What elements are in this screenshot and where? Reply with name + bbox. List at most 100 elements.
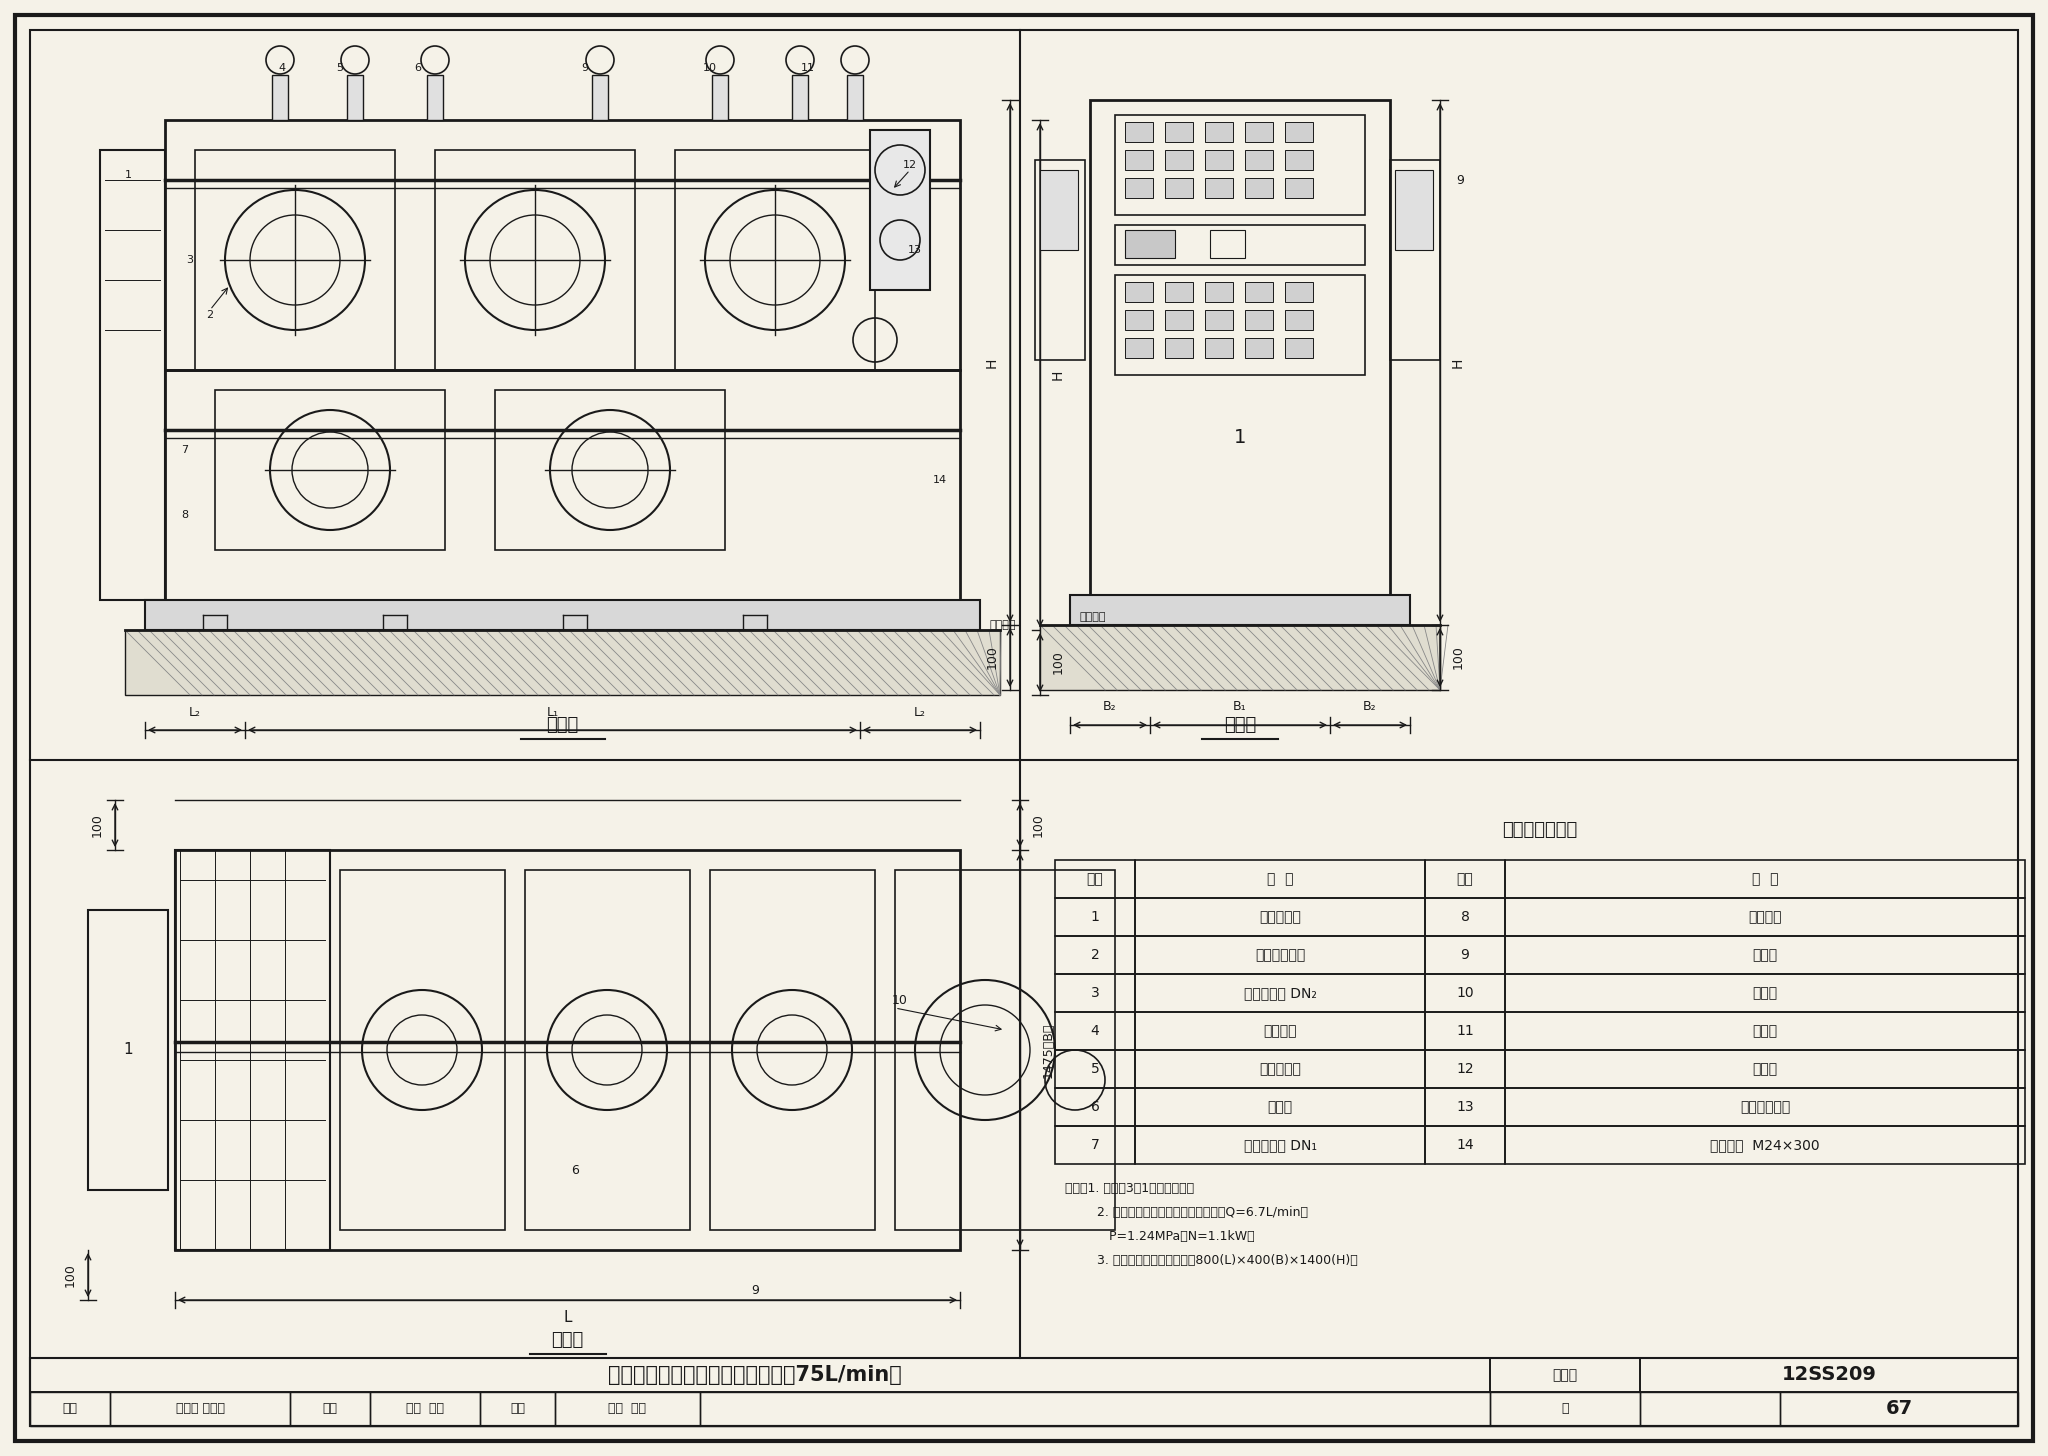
Bar — [524, 871, 690, 1230]
Bar — [1165, 178, 1194, 198]
Bar — [1245, 310, 1274, 331]
Bar — [1090, 100, 1391, 596]
Bar — [870, 130, 930, 290]
Text: 校对: 校对 — [322, 1402, 338, 1415]
Text: 高压泵: 高压泵 — [1268, 1099, 1292, 1114]
Bar — [1114, 226, 1366, 265]
Text: 2. 泵组中配置的稳压泵技术参数为：Q=6.7L/min，: 2. 泵组中配置的稳压泵技术参数为：Q=6.7L/min， — [1065, 1207, 1309, 1220]
Bar — [1640, 1358, 2017, 1392]
Text: 名  称: 名 称 — [1268, 872, 1292, 887]
Bar — [1505, 1125, 2025, 1163]
Bar — [1505, 1012, 2025, 1050]
Text: 水泵控制柜: 水泵控制柜 — [1260, 910, 1300, 925]
Bar — [711, 871, 874, 1230]
Text: 3. 水泵控制柜外形尺寸为：800(L)×400(B)×1400(H)。: 3. 水泵控制柜外形尺寸为：800(L)×400(B)×1400(H)。 — [1065, 1255, 1358, 1268]
Bar — [1505, 1050, 2025, 1088]
Bar — [371, 1392, 479, 1425]
Bar — [1391, 160, 1440, 360]
Text: 地脚螺栓  M24×300: 地脚螺栓 M24×300 — [1710, 1139, 1821, 1152]
Text: 安全泄压阀: 安全泄压阀 — [1260, 1061, 1300, 1076]
Text: 泵组出水管 DN₂: 泵组出水管 DN₂ — [1243, 986, 1317, 1000]
Text: 10: 10 — [1456, 986, 1475, 1000]
Text: L: L — [563, 1310, 571, 1325]
Text: 侧视图: 侧视图 — [1225, 716, 1255, 734]
Bar — [1165, 310, 1194, 331]
Bar — [1425, 898, 1505, 936]
Bar — [1114, 275, 1366, 376]
Text: 100: 100 — [1452, 645, 1464, 670]
Text: 3: 3 — [1092, 986, 1100, 1000]
Text: 平面图: 平面图 — [551, 1331, 584, 1350]
Bar — [1114, 115, 1366, 215]
Bar — [1040, 625, 1440, 690]
Bar — [1284, 282, 1313, 301]
Bar — [1245, 122, 1274, 143]
Bar — [1245, 282, 1274, 301]
Bar — [1204, 150, 1233, 170]
Bar — [1135, 898, 1425, 936]
Bar — [1135, 1050, 1425, 1088]
Bar — [1245, 178, 1274, 198]
Bar — [1505, 974, 2025, 1012]
Bar — [1055, 898, 1135, 936]
Bar — [592, 76, 608, 119]
Text: 名  称: 名 称 — [1751, 872, 1778, 887]
Bar — [1505, 1088, 2025, 1125]
Bar — [1284, 310, 1313, 331]
Text: 前视图: 前视图 — [547, 716, 580, 734]
Text: 100: 100 — [1032, 812, 1044, 837]
Text: 2: 2 — [207, 310, 213, 320]
Text: 出水管控制阀: 出水管控制阀 — [1741, 1099, 1790, 1114]
Bar — [1204, 338, 1233, 358]
Bar — [1425, 936, 1505, 974]
Text: 1: 1 — [123, 1042, 133, 1057]
Bar — [555, 1392, 700, 1425]
Bar — [1135, 936, 1425, 974]
Text: 67: 67 — [1886, 1399, 1913, 1418]
Bar — [1165, 338, 1194, 358]
Text: 10: 10 — [893, 993, 907, 1006]
Bar — [1165, 122, 1194, 143]
Bar — [1124, 178, 1153, 198]
Bar — [1204, 310, 1233, 331]
Bar — [1055, 1088, 1135, 1125]
Bar — [1124, 282, 1153, 301]
Bar — [174, 850, 330, 1251]
Text: 说明：1. 本图按3主1备泵组编制。: 说明：1. 本图按3主1备泵组编制。 — [1065, 1182, 1194, 1195]
Bar — [1284, 150, 1313, 170]
Text: 9: 9 — [1456, 173, 1464, 186]
Text: 5: 5 — [1092, 1061, 1100, 1076]
Text: 6: 6 — [1092, 1099, 1100, 1114]
Bar — [88, 910, 168, 1190]
Text: 11: 11 — [801, 63, 815, 73]
Bar — [1124, 338, 1153, 358]
Text: H: H — [985, 357, 999, 368]
Bar — [1055, 1012, 1135, 1050]
Text: P=1.24MPa，N=1.1kW。: P=1.24MPa，N=1.1kW。 — [1065, 1230, 1255, 1243]
Bar — [1055, 1125, 1135, 1163]
Text: L₁: L₁ — [547, 706, 559, 718]
Bar — [1491, 1392, 1640, 1425]
Bar — [1204, 178, 1233, 198]
Bar — [1135, 1012, 1425, 1050]
Bar — [1204, 122, 1233, 143]
Bar — [1055, 974, 1135, 1012]
Text: 压力表: 压力表 — [1753, 1024, 1778, 1038]
Bar — [1055, 936, 1135, 974]
Bar — [1204, 282, 1233, 301]
Bar — [291, 1392, 371, 1425]
Bar — [1505, 898, 2025, 936]
Text: 12SS209: 12SS209 — [1782, 1366, 1876, 1385]
Text: 8: 8 — [1460, 910, 1468, 925]
Text: 4: 4 — [279, 63, 285, 73]
Bar — [1165, 282, 1194, 301]
Text: 9: 9 — [752, 1284, 760, 1296]
Bar — [31, 1392, 111, 1425]
Bar — [895, 871, 1114, 1230]
Text: 4: 4 — [1092, 1024, 1100, 1038]
Bar — [1034, 160, 1085, 360]
Text: 12: 12 — [1456, 1061, 1475, 1076]
Text: 1: 1 — [1233, 428, 1245, 447]
Text: 1475（B）: 1475（B） — [1042, 1022, 1055, 1077]
Text: 100: 100 — [90, 812, 104, 837]
